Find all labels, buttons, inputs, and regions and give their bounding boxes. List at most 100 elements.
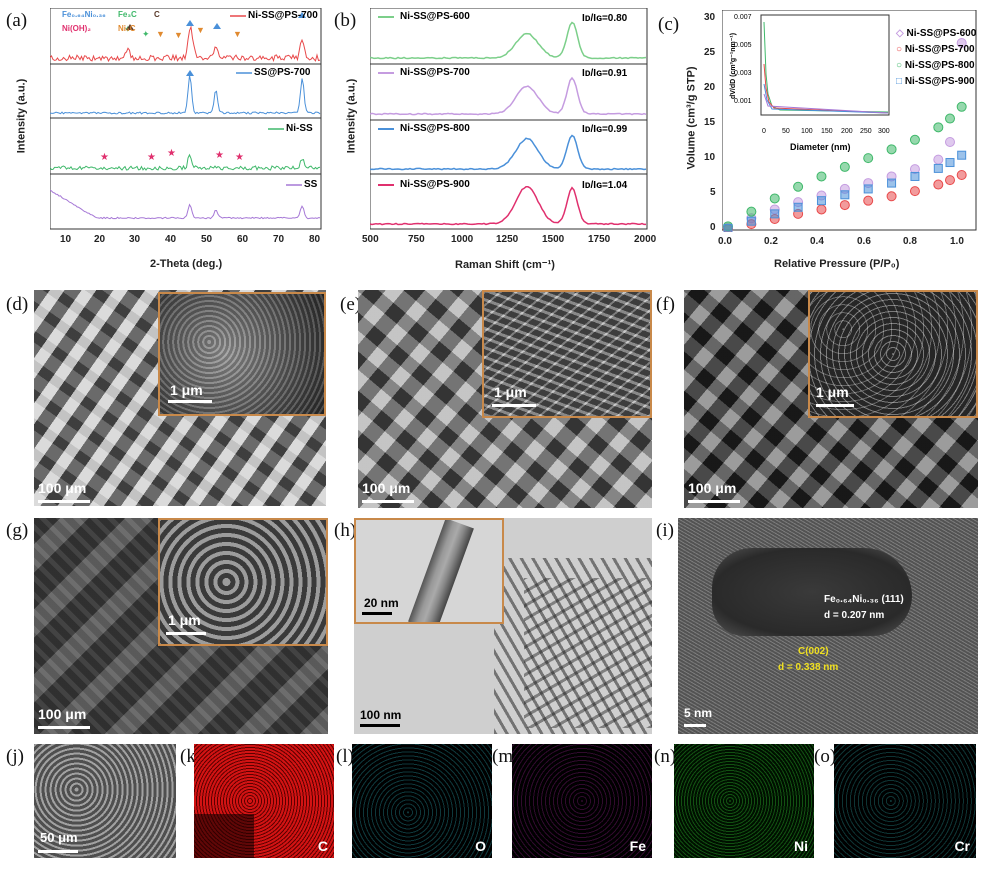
bet-legend: ◇ Ni-SS@PS-600 ○ Ni-SS@PS-700 ○ Ni-SS@PS… — [896, 26, 976, 90]
raman-xlabel: Raman Shift (cm⁻¹) — [455, 258, 555, 271]
raman-series-2: Ni-SS@PS-700 — [400, 67, 470, 78]
element-label: O — [475, 838, 486, 854]
xrd-line-ni-ss — [50, 155, 320, 170]
raman-series-3: Ni-SS@PS-800 — [400, 123, 470, 134]
bet-xtick: 0.2 — [764, 236, 778, 247]
bet-point-series-800 — [957, 102, 966, 111]
bet-point-series-800 — [887, 145, 896, 154]
xrd-xtick: 80 — [309, 234, 320, 245]
xrd-xtick: 20 — [94, 234, 105, 245]
bet-point-series-700 — [887, 192, 896, 201]
panel-label-n: (n) — [654, 746, 676, 768]
xrd-chart: ★★★★★ ✦✦ ▼▼ ▼▼ — [50, 8, 322, 230]
scale-bar-label: 100 μm — [362, 480, 410, 496]
svg-text:▼: ▼ — [196, 25, 205, 35]
panel-label-h: (h) — [334, 520, 356, 542]
panel-label-f: (f) — [656, 294, 675, 316]
scale-bar-label: 5 nm — [684, 706, 712, 720]
sem-image-g: 1 μm 100 μm — [34, 518, 328, 734]
bet-legend-item: ○ Ni-SS@PS-800 — [896, 58, 976, 74]
xrd-legend-ni3c: Ni₃C — [118, 24, 135, 33]
xrd-xtick: 10 — [60, 234, 71, 245]
eds-map-c: C — [194, 744, 334, 858]
scale-bar-label: 100 μm — [38, 706, 86, 722]
bet-point-series-600 — [934, 155, 943, 164]
bet-point-series-900 — [724, 225, 732, 232]
bet-point-series-900 — [771, 210, 779, 218]
bet-legend-item: ◇ Ni-SS@PS-600 — [896, 26, 976, 42]
xrd-series-1: Ni-SS@PS-700 — [248, 10, 318, 21]
lattice-annotation-c-d: d = 0.338 nm — [778, 662, 838, 673]
bet-point-series-800 — [864, 154, 873, 163]
bet-xtick: 0.0 — [718, 236, 732, 247]
panel-label-o: (o) — [814, 746, 836, 768]
svg-text:★: ★ — [100, 152, 109, 163]
raman-series-4: Ni-SS@PS-900 — [400, 179, 470, 190]
scale-bar-label: 1 μm — [816, 384, 849, 400]
xrd-legend-c: C — [154, 10, 160, 19]
panel-label-b: (b) — [334, 10, 356, 32]
bet-point-series-700 — [934, 180, 943, 189]
sem-image-f: 1 μm 100 μm — [684, 290, 978, 508]
bet-point-series-900 — [911, 172, 919, 180]
bet-xticks: 0.0 0.2 0.4 0.6 0.8 1.0 — [718, 236, 978, 250]
bet-inset-xtick: 0 — [762, 128, 766, 135]
raman-xtick: 1250 — [496, 234, 518, 245]
bet-point-series-900 — [946, 159, 954, 167]
raman-ratio-2: Iᴅ/Iɢ=0.91 — [582, 68, 627, 79]
raman-xtick: 750 — [408, 234, 425, 245]
bet-point-series-900 — [934, 164, 942, 172]
bet-inset-xtick: 200 — [841, 128, 853, 135]
lattice-annotation-c: C(002) — [798, 646, 829, 657]
bet-point-series-900 — [958, 151, 966, 159]
svg-text:▼: ▼ — [233, 29, 242, 39]
xrd-series-4: SS — [304, 179, 317, 190]
bet-legend-label: Ni-SS@PS-800 — [905, 60, 975, 71]
xrd-ylabel: Intensity (a.u.) — [15, 79, 27, 154]
sem-image-e: 1 μm 100 μm — [358, 290, 652, 508]
bet-point-series-700 — [910, 187, 919, 196]
svg-text:▼: ▼ — [174, 30, 183, 40]
sem-image-d: 1 μm 100 μm — [34, 290, 326, 506]
bet-inset-xtick: 50 — [782, 128, 790, 135]
bet-inset-xtick: 300 — [878, 128, 890, 135]
scale-bar-label: 50 μm — [40, 830, 78, 845]
bet-inset-ytick: 0.005 — [734, 42, 752, 49]
bet-inset: Diameter (nm) — [760, 14, 890, 134]
hrtem-image-i: Fe₀.₆₄Ni₀.₃₆ (111) d = 0.207 nm C(002) d… — [678, 518, 978, 734]
raman-line-700 — [370, 78, 646, 115]
svg-text:★: ★ — [167, 148, 176, 159]
panel-label-c: (c) — [658, 14, 679, 36]
raman-line-800 — [370, 136, 646, 170]
bet-point-series-900 — [817, 197, 825, 205]
scale-bar-label: 1 μm — [494, 384, 527, 400]
eds-map-cr: Cr — [834, 744, 976, 858]
scale-bar-label: 100 μm — [688, 480, 736, 496]
bet-ytick: 20 — [704, 82, 715, 93]
panel-label-a: (a) — [6, 10, 27, 32]
bet-ytick: 10 — [704, 152, 715, 163]
raman-ratio-4: Iᴅ/Iɢ=1.04 — [582, 180, 627, 191]
bet-inset-xticks: 0 50 100 150 200 250 300 — [760, 128, 892, 138]
eds-map-ni: Ni — [674, 744, 814, 858]
eds-map-fe: Fe — [512, 744, 652, 858]
bet-xtick: 0.4 — [810, 236, 824, 247]
svg-text:★: ★ — [147, 152, 156, 163]
panel-label-g: (g) — [6, 520, 28, 542]
raman-xtick: 500 — [362, 234, 379, 245]
panel-label-j: (j) — [6, 746, 24, 768]
svg-text:▼: ▼ — [156, 29, 165, 39]
bet-point-series-800 — [910, 135, 919, 144]
panel-label-i: (i) — [656, 520, 674, 542]
bet-point-series-800 — [934, 123, 943, 132]
bet-point-series-700 — [957, 171, 966, 180]
svg-text:★: ★ — [215, 150, 224, 161]
raman-ratio-1: Iᴅ/Iɢ=0.80 — [582, 13, 627, 24]
bet-point-series-700 — [817, 205, 826, 214]
bet-ylabel: Volume (cm³/g STP) — [686, 66, 698, 169]
raman-xtick: 1000 — [451, 234, 473, 245]
element-label: Fe — [630, 838, 646, 854]
xrd-line-ss — [50, 190, 320, 219]
xrd-xlabel: 2-Theta (deg.) — [150, 258, 222, 270]
xrd-xtick: 60 — [237, 234, 248, 245]
